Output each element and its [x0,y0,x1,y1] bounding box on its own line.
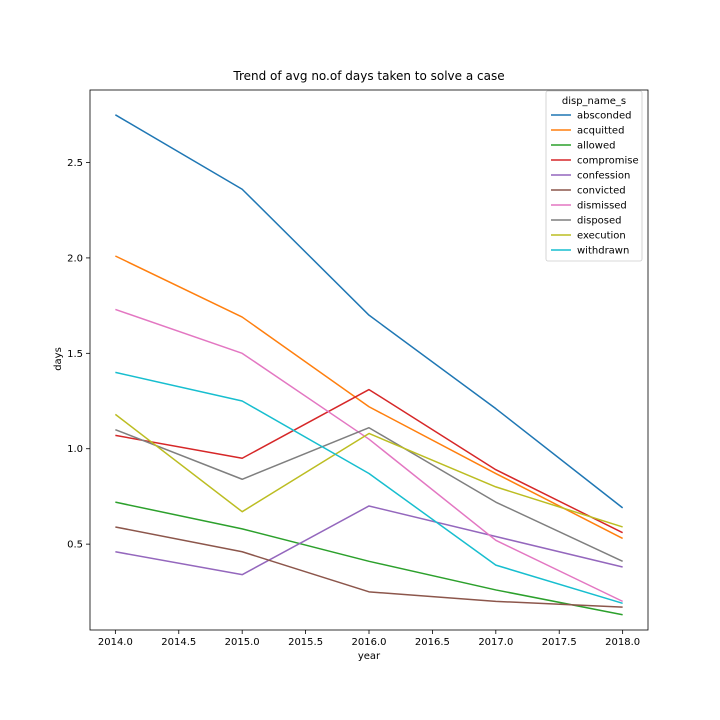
x-tick-label: 2014.0 [98,637,133,648]
legend: disp_name_s absconded acquitted allowed comp… [545,90,643,262]
legend-title: disp_name_s [562,96,626,107]
legend-label-confession: confession [577,171,630,182]
legend-label-acquitted: acquitted [577,126,624,137]
legend-label-allowed: allowed [577,141,615,152]
y-tick-label: 1.0 [67,444,83,455]
x-tick-label: 2016.5 [415,637,450,648]
y-axis-label: days [53,347,64,371]
legend-label-convicted: convicted [577,186,626,197]
chart-title: Trend of avg no.of days taken to solve a… [232,69,504,83]
x-tick-label: 2017.5 [542,637,577,648]
series-line-acquitted [115,255,623,540]
x-tick-label: 2018.0 [605,637,640,648]
series-line-convicted [115,526,623,608]
series-line-withdrawn [115,371,623,605]
x-tick-label: 2014.5 [161,637,196,648]
legend-label-dismissed: dismissed [577,201,627,212]
series-line-execution [114,413,623,528]
series-line-dismissed [115,308,623,603]
legend-label-compromise: compromise [577,156,639,167]
y-axis: 0.5 1.0 1.5 2.0 2.5 [67,158,90,551]
series-line-disposed [115,426,623,562]
x-tick-label: 2016.0 [352,637,387,648]
legend-label-withdrawn: withdrawn [577,246,629,257]
legend-label-absconded: absconded [577,111,632,122]
y-tick-label: 2.0 [67,253,83,264]
x-tick-label: 2015.0 [225,637,260,648]
y-tick-label: 1.5 [67,349,83,360]
y-tick-label: 2.5 [67,158,83,169]
y-tick-label: 0.5 [67,540,83,551]
series-line-allowed [115,501,623,616]
legend-box [545,90,643,262]
series-line-compromise [115,388,623,534]
x-axis: 2014.0 2014.5 2015.0 2015.5 2016.0 2016.5 2017… [98,630,640,648]
x-tick-label: 2017.0 [478,637,513,648]
x-tick-label: 2015.5 [288,637,323,648]
series-line-confession [115,505,623,576]
legend-label-execution: execution [577,231,626,242]
x-axis-label: year [358,651,381,662]
series-line-absconded [114,114,624,509]
legend-label-disposed: disposed [577,216,622,227]
